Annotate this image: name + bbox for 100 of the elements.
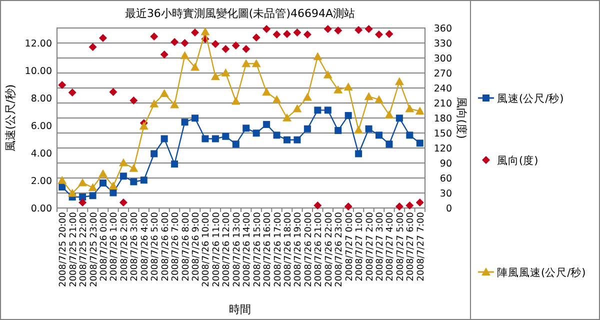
point <box>365 125 372 132</box>
x-tick-label: 2008/7/26 3:00 <box>130 212 140 282</box>
point <box>130 178 138 186</box>
point <box>109 88 118 96</box>
point <box>344 202 352 210</box>
point <box>130 96 138 104</box>
y2-tick-label: 120 <box>434 144 452 154</box>
point <box>416 198 424 206</box>
point <box>334 127 342 134</box>
y-tick-label: 4.00 <box>30 148 52 160</box>
x-tick-label: 2008/7/27 0:00 <box>344 212 355 282</box>
point <box>108 182 118 190</box>
point <box>120 172 127 180</box>
point <box>170 38 179 46</box>
point <box>384 110 394 118</box>
x-tick-label: 2008/7/26 10:00 <box>202 212 212 287</box>
point <box>58 183 66 190</box>
x-tick-label: 2008/7/26 20:00 <box>304 212 314 287</box>
point <box>294 136 301 144</box>
point <box>252 59 261 68</box>
point <box>406 132 414 139</box>
x-tick-label: 2008/7/26 6:00 <box>160 212 171 282</box>
point <box>354 26 363 34</box>
y2-tick-label: 240 <box>434 84 452 94</box>
y2-tick-label: 180 <box>434 114 452 124</box>
x-tick-label: 2008/7/26 7:00 <box>171 212 182 282</box>
y2-tick-label: 30 <box>440 188 452 200</box>
legend-label: 風速(公尺/秒) <box>497 92 564 105</box>
x-tick-label: 2008/7/26 18:00 <box>284 212 294 287</box>
x-tick-label: 2008/7/25 23:00 <box>89 212 100 287</box>
point <box>303 30 312 38</box>
y-tick-label: 2.00 <box>30 176 52 188</box>
point <box>406 202 414 210</box>
x-tick-label: 2008/7/26 0:00 <box>100 212 110 282</box>
y2-axis-title: 風向(度) <box>455 97 468 139</box>
point <box>344 112 352 120</box>
y2-tick-label: 0 <box>446 204 452 214</box>
y-tick-label: 0.00 <box>30 204 52 214</box>
point <box>232 42 240 50</box>
y-axis-title: 風速(公尺/秒) <box>4 84 17 152</box>
y2-tick-label: 150 <box>434 128 452 140</box>
point <box>129 164 138 172</box>
x-tick-label: 2008/7/25 21:00 <box>68 212 79 287</box>
point <box>88 183 98 192</box>
y2-tick-label: 330 <box>434 38 452 50</box>
x-tick-label: 2008/7/26 1:00 <box>110 212 120 282</box>
legend-label: 陣風風速(公尺/秒) <box>497 266 586 279</box>
point <box>192 114 198 122</box>
point <box>364 92 374 100</box>
point <box>222 132 230 140</box>
point <box>160 135 168 142</box>
point <box>273 132 280 139</box>
x-tick-label: 2008/7/26 23:00 <box>334 212 345 287</box>
x-tick-label: 2008/7/27 2:00 <box>365 212 376 282</box>
x-tick-label: 2008/7/27 6:00 <box>406 212 416 282</box>
point <box>293 28 302 36</box>
x-tick-label: 2008/7/26 13:00 <box>232 212 242 287</box>
x-tick-label: 2008/7/26 16:00 <box>263 212 274 287</box>
y2-tick-label: 360 <box>434 24 452 34</box>
point <box>118 158 128 166</box>
x-tick-label: 2008/7/26 5:00 <box>150 212 161 282</box>
point <box>202 135 209 142</box>
point <box>232 140 240 148</box>
x-tick-label: 2008/7/26 21:00 <box>314 212 324 287</box>
x-tick-label: 2008/7/25 20:00 <box>58 212 69 287</box>
point <box>355 150 362 158</box>
point <box>263 120 270 128</box>
point <box>180 51 190 60</box>
point <box>272 30 281 38</box>
point <box>364 25 373 33</box>
x-tick-label: 2008/7/26 4:00 <box>140 212 150 282</box>
point <box>395 202 404 210</box>
point <box>386 140 393 148</box>
point <box>376 132 382 139</box>
point <box>416 140 424 147</box>
point <box>324 106 332 114</box>
point <box>284 136 290 144</box>
y-tick-label: 8.00 <box>30 94 52 105</box>
point <box>160 50 168 58</box>
x-tick-label: 2008/7/26 15:00 <box>252 212 263 287</box>
point <box>150 32 158 40</box>
point <box>88 43 97 51</box>
point <box>200 27 210 36</box>
point <box>394 77 404 86</box>
point <box>150 150 158 158</box>
point <box>140 176 148 184</box>
x-tick-label: 2008/7/26 8:00 <box>181 212 192 282</box>
point <box>385 30 394 38</box>
point <box>139 122 148 130</box>
x-tick-label: 2008/7/25 22:00 <box>79 212 90 287</box>
point <box>314 106 322 114</box>
point <box>344 82 353 90</box>
point <box>375 30 383 38</box>
point <box>170 100 180 108</box>
x-tick-label: 2008/7/26 11:00 <box>212 212 222 287</box>
x-tick-label: 2008/7/27 7:00 <box>416 212 426 282</box>
legend-label: 風向(度) <box>497 154 538 167</box>
y2-tick-label: 270 <box>434 68 452 80</box>
point <box>171 160 178 168</box>
x-tick-label: 2008/7/26 12:00 <box>222 212 232 287</box>
